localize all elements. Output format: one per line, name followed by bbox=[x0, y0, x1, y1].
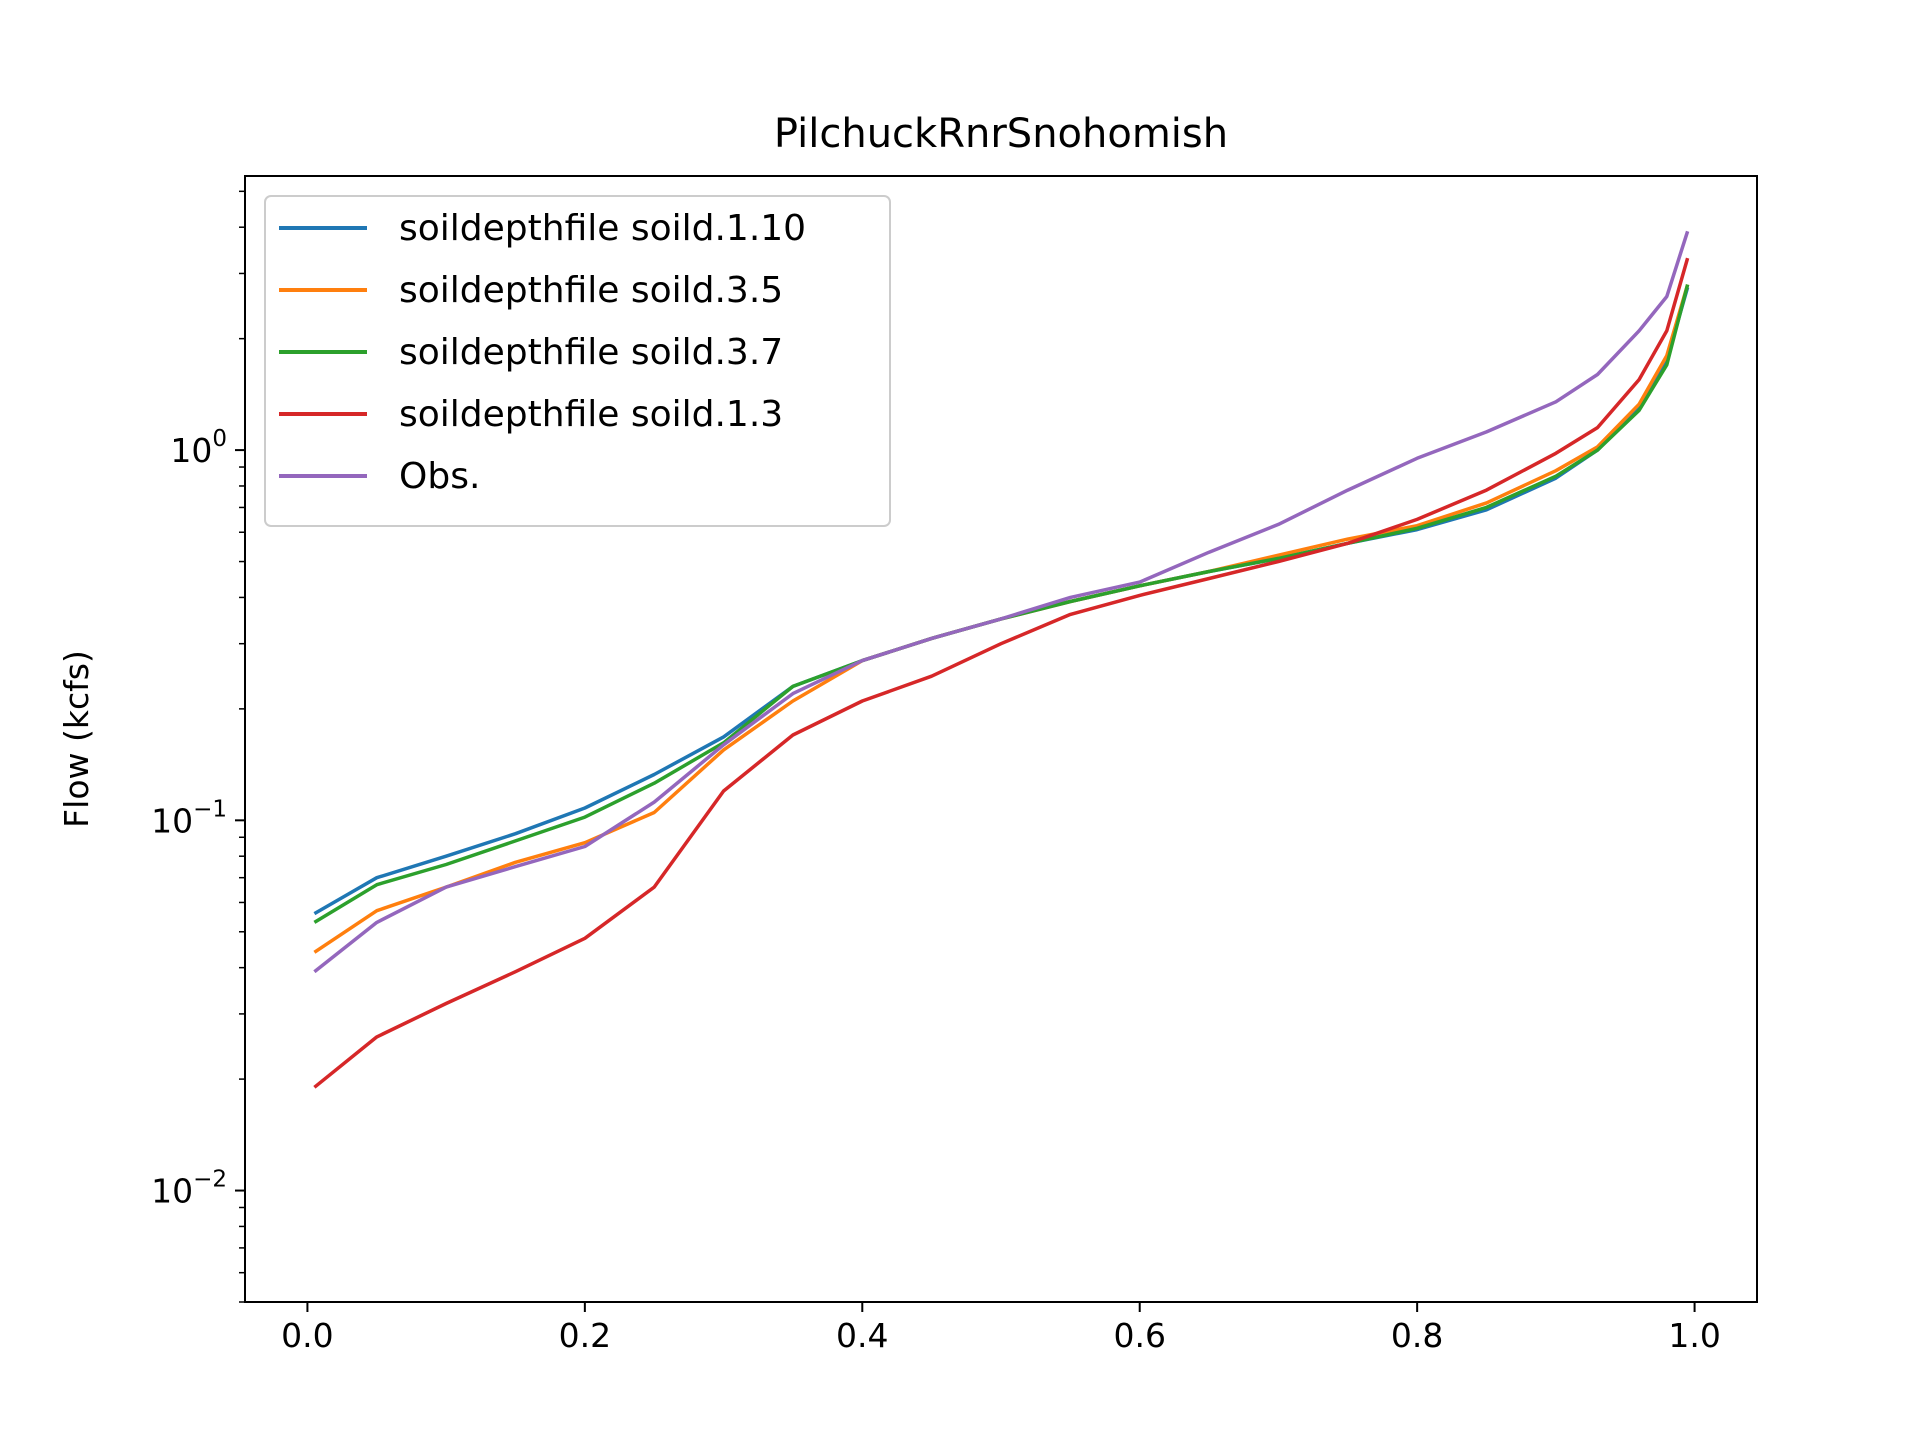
y-tick-label: 10−2 bbox=[151, 1167, 227, 1211]
legend-label: Obs. bbox=[399, 456, 480, 497]
legend-label: soildepthfile soild.1.10 bbox=[399, 208, 806, 249]
y-axis: 10−2 10−1 100 bbox=[151, 190, 245, 1303]
chart-title: PilchuckRnrSnohomish bbox=[774, 111, 1228, 157]
y-tick-label: 100 bbox=[170, 426, 227, 470]
legend: soildepthfile soild.1.10 soildepthfile so… bbox=[264, 195, 891, 527]
legend-label: soildepthfile soild.1.3 bbox=[399, 394, 783, 435]
x-tick-label: 0.0 bbox=[281, 1316, 333, 1355]
plot-lines bbox=[313, 230, 1690, 1089]
series-line bbox=[313, 230, 1690, 974]
x-tick-label: 0.4 bbox=[836, 1316, 888, 1355]
x-tick-label: 1.0 bbox=[1668, 1316, 1720, 1355]
y-axis-label: Flow (kcfs) bbox=[57, 650, 96, 828]
legend-box bbox=[264, 195, 891, 527]
y-tick-label: 10−1 bbox=[151, 796, 227, 840]
x-tick-label: 0.8 bbox=[1391, 1316, 1443, 1355]
x-tick-label: 0.2 bbox=[559, 1316, 611, 1355]
legend-label: soildepthfile soild.3.7 bbox=[399, 332, 783, 373]
series-line bbox=[313, 284, 1690, 924]
x-tick-label: 0.6 bbox=[1113, 1316, 1165, 1355]
x-axis: 0.0 0.2 0.4 0.6 0.8 1.0 bbox=[281, 1302, 1721, 1355]
plot-frame bbox=[244, 175, 1758, 1303]
series-line bbox=[313, 257, 1690, 1089]
legend-label: soildepthfile soild.3.5 bbox=[399, 270, 783, 311]
